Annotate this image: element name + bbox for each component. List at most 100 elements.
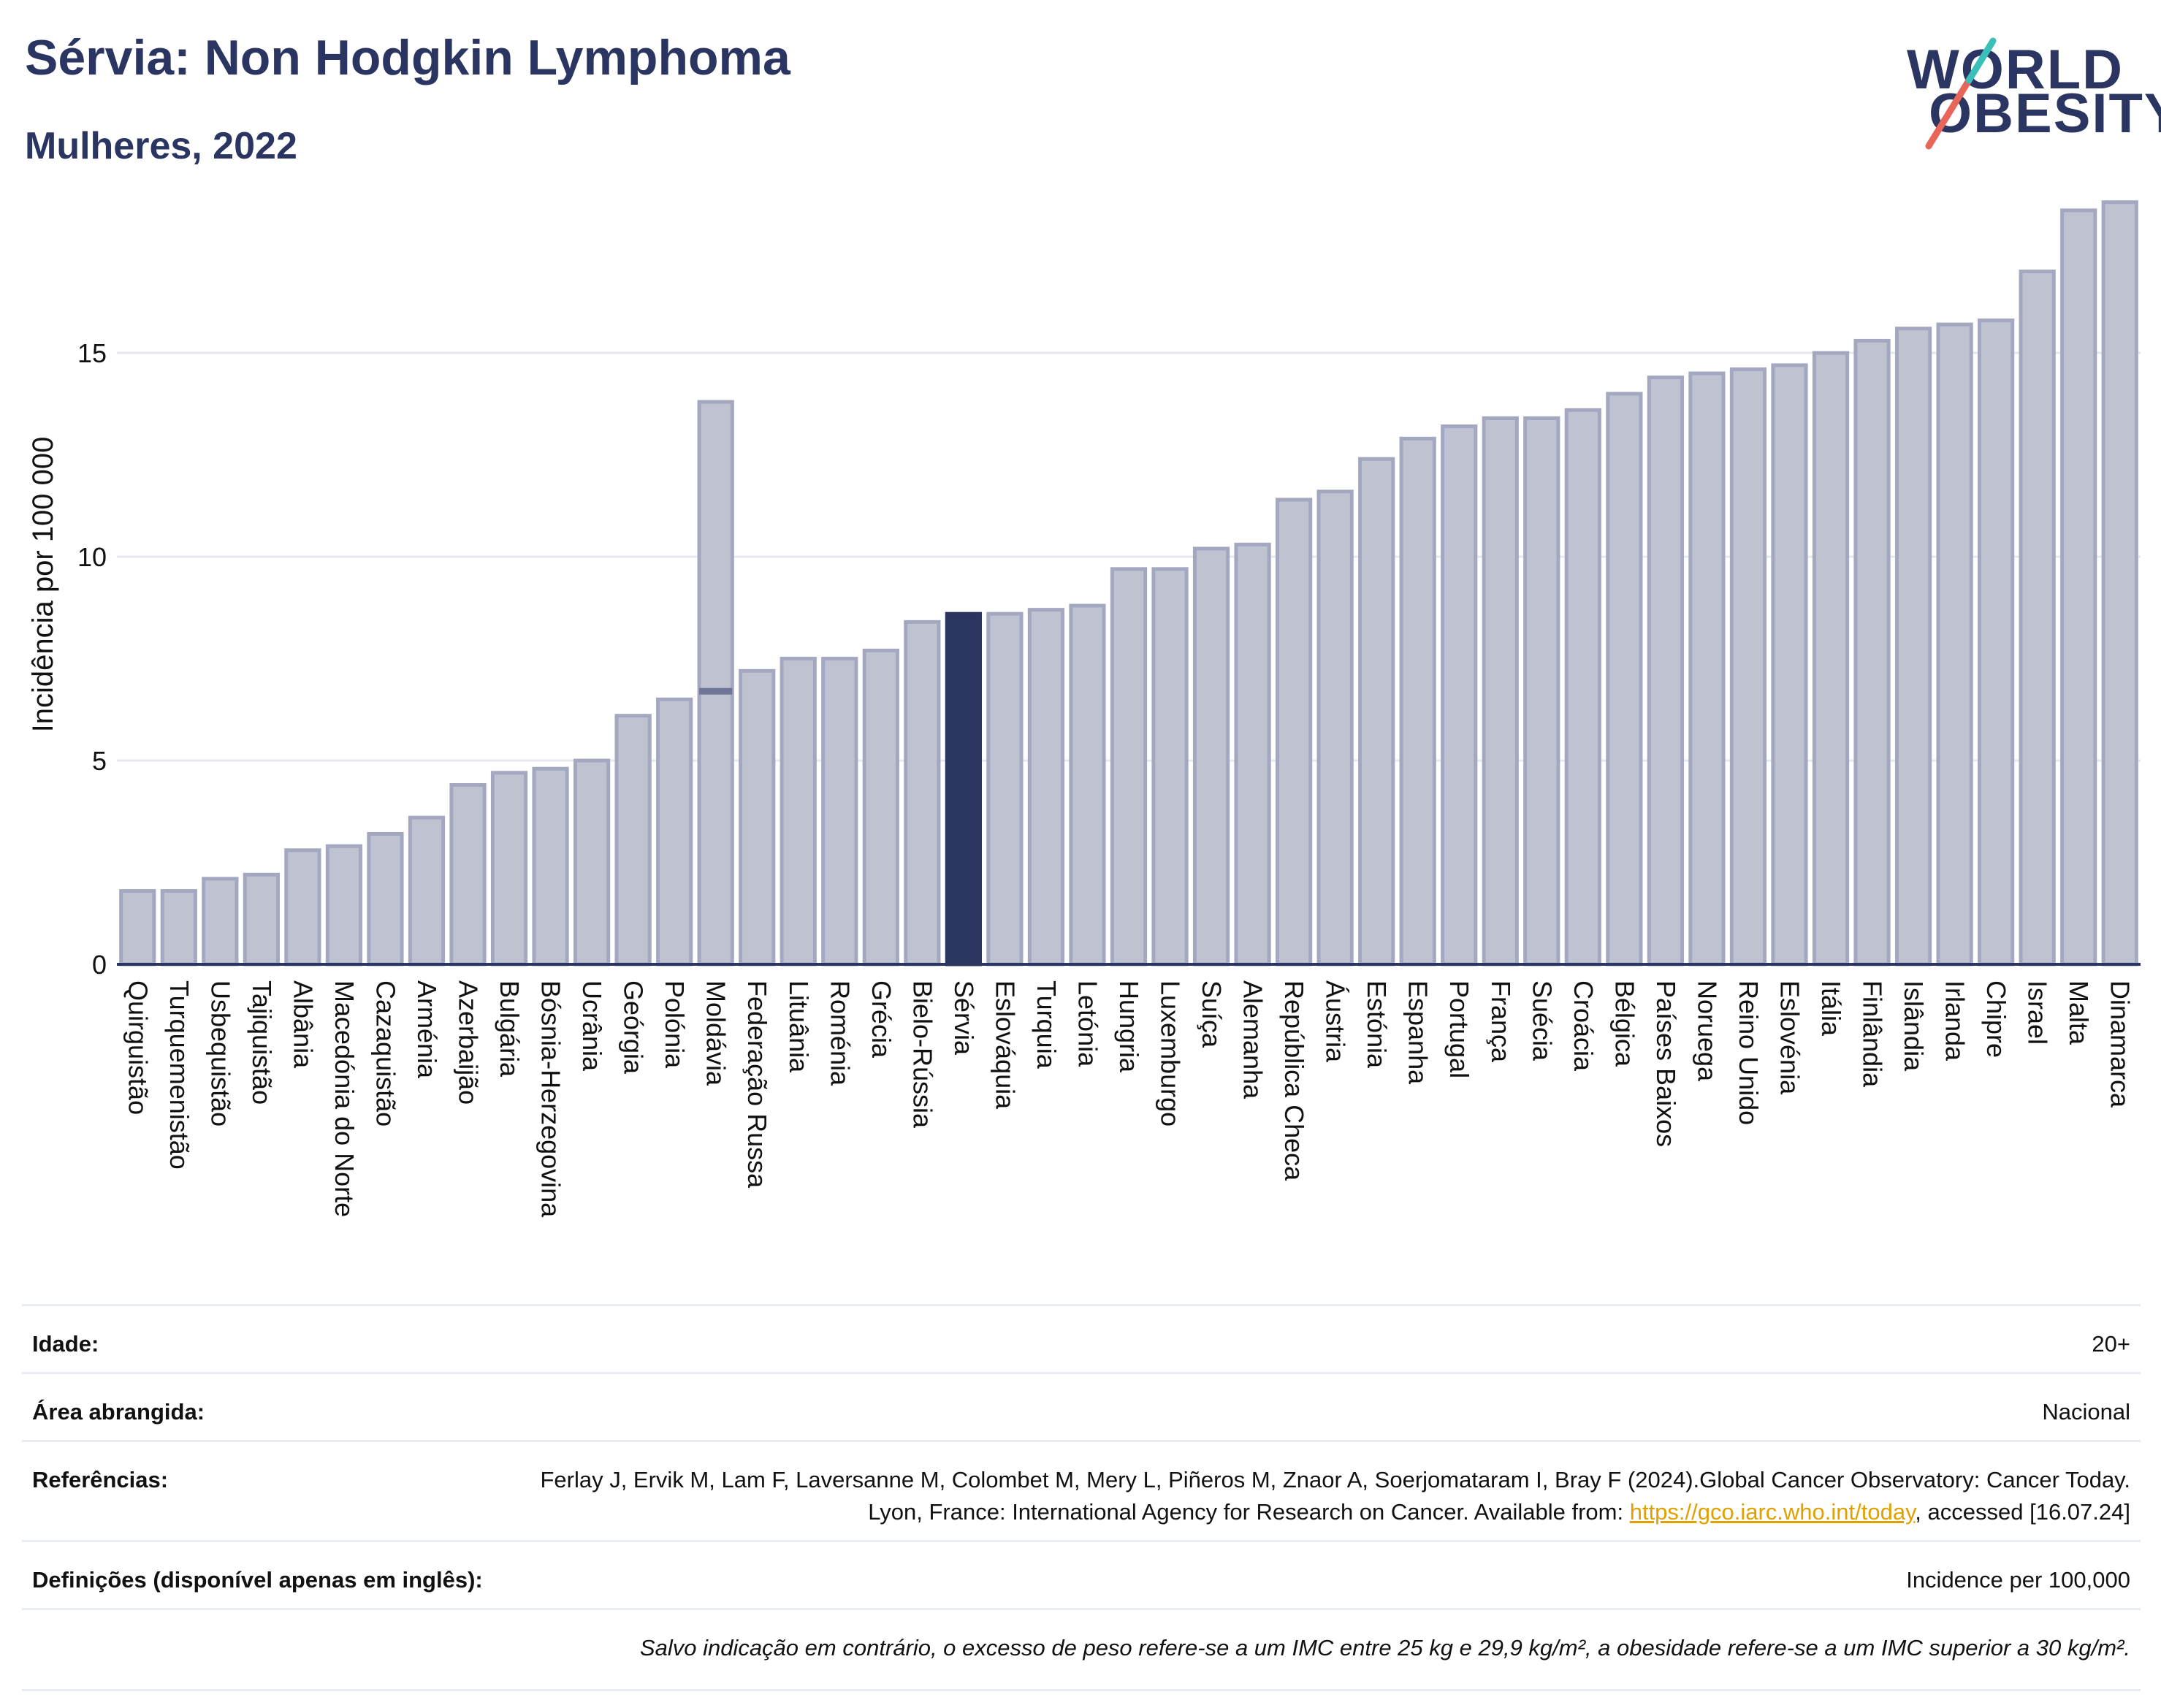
x-tick-label: Polónia: [660, 980, 690, 1069]
bar: [1027, 608, 1065, 967]
x-tick-label: República Checa: [1279, 980, 1309, 1181]
x-tick-label: Albânia: [288, 980, 318, 1069]
x-tick-label: Macedónia do Norte: [329, 980, 359, 1217]
y-tick-label: 5: [92, 746, 107, 776]
bar: [2060, 208, 2097, 967]
info-table: Idade: 20+ Área abrangida: Nacional Refe…: [22, 1304, 2141, 1691]
bar: [1812, 351, 1850, 967]
references-label: Referências:: [32, 1467, 169, 1492]
bar: [1151, 567, 1189, 967]
info-row-note: Salvo indicação em contrário, o excesso …: [22, 1608, 2141, 1691]
x-tick-label: Reino Unido: [1734, 980, 1764, 1125]
bar: [1316, 489, 1354, 967]
x-tick-label: Bulgária: [495, 980, 525, 1078]
x-tick-label: Israel: [2023, 980, 2053, 1045]
x-tick-label: Tajiquistão: [247, 980, 277, 1105]
x-tick-label: Croácia: [1569, 980, 1598, 1072]
bar: [119, 889, 156, 967]
x-tick-label: Alemanha: [1238, 980, 1268, 1099]
x-tick-label: Itália: [1816, 980, 1846, 1037]
bar: [449, 783, 487, 967]
logo-line-1: WORLD: [1907, 39, 2124, 101]
bar: [697, 400, 734, 967]
area-label: Área abrangida:: [32, 1399, 205, 1425]
x-tick-label: Letónia: [1072, 980, 1102, 1067]
bar: [1771, 363, 1808, 967]
bar-highlight: [945, 611, 982, 967]
bar: [1192, 546, 1230, 967]
bar: [1358, 457, 1395, 967]
bar: [325, 844, 363, 967]
age-value: 20+: [2092, 1331, 2130, 1357]
x-tick-label: Islândia: [1899, 980, 1929, 1072]
definitions-label: Definições (disponível apenas em inglês)…: [32, 1567, 483, 1593]
info-row-references: Referências: Ferlay J, Ervik M, Lam F, L…: [22, 1440, 2141, 1540]
bar: [532, 766, 569, 967]
references-text-2: , accessed [16.07.24]: [1915, 1499, 2130, 1525]
bars: [119, 200, 2138, 967]
x-tick-label: Arménia: [412, 980, 442, 1079]
x-tick-label: Estónia: [1362, 980, 1392, 1069]
x-tick-label: Eslováquia: [990, 980, 1020, 1110]
bar: [614, 714, 652, 967]
bar: [1564, 408, 1601, 967]
bar: [2101, 200, 2138, 967]
bar: [1399, 436, 1436, 967]
bar: [1069, 603, 1106, 967]
x-tick-label: Federação Russa: [742, 980, 772, 1189]
x-tick-label: Bielo-Rússia: [907, 980, 937, 1129]
x-tick-label: França: [1486, 980, 1516, 1063]
x-tick-label: Sérvia: [949, 980, 979, 1056]
bar: [1894, 327, 1932, 967]
bar: [821, 657, 858, 967]
bar: [862, 648, 899, 967]
info-row-area: Área abrangida: Nacional: [22, 1372, 2141, 1440]
x-tick-label: Finlândia: [1858, 980, 1888, 1088]
x-tick-label: Hungria: [1114, 980, 1144, 1073]
x-tick-label: Eslovénia: [1775, 980, 1804, 1095]
x-tick-label: Roménia: [825, 980, 855, 1086]
x-tick-label: Grécia: [866, 980, 896, 1059]
x-tick-label: Luxemburgo: [1156, 980, 1186, 1126]
bar: [573, 758, 611, 967]
x-tick-label: Turquemenistão: [164, 980, 194, 1170]
x-tick-label: Espanha: [1403, 980, 1433, 1085]
references-value: Ferlay J, Ervik M, Lam F, Laversanne M, …: [523, 1464, 2130, 1528]
x-tick-label: Portugal: [1444, 980, 1474, 1078]
x-tick-labels: Quirguistão Turquemenistão Usbequistão Taji…: [123, 980, 2135, 1218]
logo-line-2: OBESITY: [1929, 83, 2161, 145]
bar-chart: 0 5 10 15 Quirguistão Turquemenistão Usbequis…: [27, 200, 2141, 1218]
bar: [1853, 338, 1891, 967]
bar: [490, 771, 528, 967]
bar: [1936, 322, 1973, 967]
x-tick-label: Turquia: [1032, 980, 1062, 1070]
bar: [904, 619, 941, 967]
x-tick-label: Países Baixos: [1651, 980, 1681, 1147]
x-tick-label: Chipre: [1981, 980, 2011, 1058]
y-tick-labels: 0 5 10 15: [77, 338, 107, 980]
x-tick-label: Suíça: [1197, 980, 1227, 1048]
definitions-value: Incidence per 100,000: [1906, 1567, 2130, 1593]
references-link[interactable]: https://gco.iarc.who.int/today: [1629, 1499, 1916, 1525]
bar: [1234, 542, 1271, 967]
area-value: Nacional: [2042, 1399, 2130, 1425]
y-tick-label: 10: [77, 542, 107, 572]
bar: [1441, 424, 1478, 967]
bar: [986, 611, 1024, 967]
x-tick-label: Moldávia: [701, 980, 731, 1086]
x-tick-label: Cazaquistão: [370, 980, 400, 1126]
bar: [1978, 319, 2015, 967]
x-tick-label: Quirguistão: [123, 980, 153, 1115]
x-tick-label: Bósnia-Herzegovina: [536, 980, 566, 1218]
info-row-age: Idade: 20+: [22, 1304, 2141, 1372]
x-tick-label: Noruega: [1692, 980, 1722, 1082]
y-tick-label: 0: [92, 950, 107, 980]
x-tick-label: Malta: [2064, 980, 2094, 1045]
references-text-1: Ferlay J, Ervik M, Lam F, Laversanne M, …: [540, 1467, 2130, 1525]
chart-subtitle: Mulheres, 2022: [25, 125, 297, 167]
bar: [1688, 371, 1726, 967]
bar: [1606, 392, 1643, 967]
bar: [1523, 416, 1560, 967]
x-tick-label: Lituânia: [784, 980, 814, 1073]
bar: [656, 697, 693, 967]
